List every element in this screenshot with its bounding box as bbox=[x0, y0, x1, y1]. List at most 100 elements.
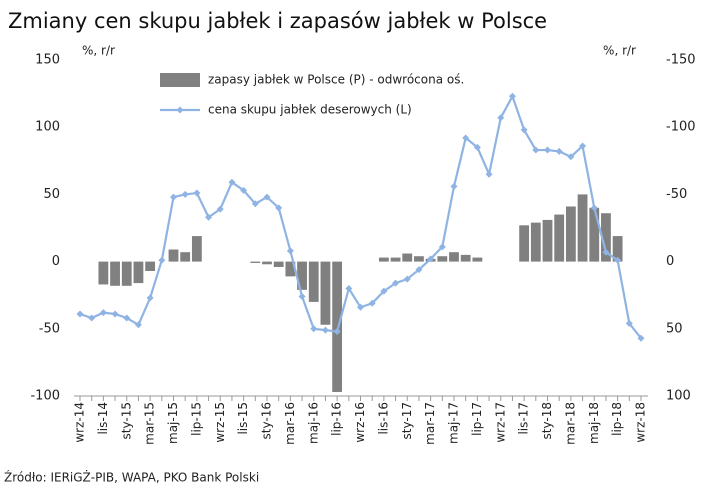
bar bbox=[285, 261, 296, 277]
marker bbox=[216, 205, 224, 213]
bar bbox=[191, 236, 202, 262]
marker bbox=[427, 255, 435, 263]
marker bbox=[567, 153, 575, 161]
bar bbox=[262, 261, 272, 265]
marker bbox=[380, 287, 388, 295]
marker bbox=[368, 299, 376, 307]
marker bbox=[532, 146, 540, 154]
bar bbox=[542, 219, 553, 262]
marker bbox=[485, 170, 493, 178]
x-tick-label: wrz-14 bbox=[73, 402, 87, 443]
marker bbox=[99, 309, 107, 317]
bar bbox=[378, 257, 389, 262]
y-axis-label: %, r/r bbox=[82, 44, 115, 58]
bar bbox=[145, 261, 156, 272]
bar bbox=[168, 249, 179, 262]
x-tick-label: mar-15 bbox=[143, 402, 157, 445]
marker bbox=[450, 182, 458, 190]
marker bbox=[473, 143, 481, 151]
marker bbox=[240, 186, 248, 194]
x-tick-label: mar-16 bbox=[283, 402, 297, 445]
marker bbox=[544, 146, 551, 154]
marker bbox=[392, 279, 400, 287]
x-tick-label: sty-15 bbox=[119, 402, 133, 439]
legend-label: cena skupu jabłek deserowych (L) bbox=[208, 103, 412, 117]
marker bbox=[205, 213, 213, 221]
y-tick-label: 50 bbox=[43, 187, 60, 202]
y-tick-label: 0 bbox=[52, 254, 60, 269]
legend-swatch bbox=[176, 106, 184, 114]
marker bbox=[637, 334, 645, 342]
x-tick-label: sty-16 bbox=[260, 402, 274, 439]
marker bbox=[321, 326, 329, 334]
marker bbox=[497, 114, 505, 122]
x-tick-label: lis-15 bbox=[236, 402, 250, 435]
marker bbox=[123, 314, 131, 322]
y2-tick-label: 50 bbox=[666, 321, 683, 336]
x-tick-label: lis-17 bbox=[517, 402, 531, 435]
x-tick-label: wrz-15 bbox=[213, 402, 227, 443]
marker bbox=[286, 247, 294, 255]
marker bbox=[193, 189, 201, 197]
x-tick-label: lip-15 bbox=[189, 402, 203, 436]
bar bbox=[414, 256, 424, 262]
x-tick-label: sty-18 bbox=[540, 402, 554, 439]
bar bbox=[589, 207, 600, 262]
x-tick-label: lis-16 bbox=[376, 402, 390, 435]
marker bbox=[88, 314, 96, 322]
x-tick-label: mar-17 bbox=[423, 402, 437, 445]
marker bbox=[614, 256, 622, 264]
bar bbox=[121, 261, 132, 286]
y-tick-label: 100 bbox=[35, 120, 60, 135]
legend-swatch bbox=[160, 73, 200, 87]
marker bbox=[251, 200, 259, 208]
x-tick-label: lis-14 bbox=[96, 402, 110, 435]
legend-label: zapasy jabłek w Polsce (P) - odwrócona o… bbox=[208, 73, 464, 87]
x-tick-label: maj-18 bbox=[587, 402, 601, 444]
y-tick-label: 150 bbox=[35, 53, 60, 68]
bar bbox=[180, 252, 191, 262]
bar bbox=[554, 214, 565, 262]
marker bbox=[508, 92, 516, 100]
bar bbox=[402, 253, 413, 262]
x-tick-label: wrz-18 bbox=[634, 402, 648, 443]
marker bbox=[333, 327, 341, 335]
marker bbox=[602, 248, 610, 256]
marker bbox=[345, 284, 353, 292]
x-tick-label: wrz-16 bbox=[353, 402, 367, 443]
bar bbox=[250, 261, 261, 263]
marker bbox=[263, 193, 271, 201]
bar bbox=[273, 261, 284, 267]
x-tick-label: maj-15 bbox=[166, 402, 180, 444]
marker bbox=[275, 204, 283, 212]
bar bbox=[332, 261, 343, 392]
y2-tick-label: -50 bbox=[666, 187, 687, 202]
bar bbox=[390, 257, 401, 262]
x-tick-label: lip-17 bbox=[470, 402, 484, 436]
bar bbox=[308, 261, 319, 302]
marker bbox=[625, 319, 633, 327]
y2-axis-label: %, r/r bbox=[603, 44, 636, 58]
x-tick-label: maj-16 bbox=[306, 402, 320, 444]
bar bbox=[133, 261, 144, 284]
y2-tick-label: -150 bbox=[666, 53, 696, 68]
marker bbox=[555, 147, 563, 155]
bar bbox=[98, 261, 109, 285]
bar bbox=[565, 206, 576, 262]
marker bbox=[357, 303, 364, 311]
source: Źródło: IERiGŻ-PIB, WAPA, PKO Bank Polsk… bbox=[4, 470, 259, 485]
bar bbox=[519, 225, 530, 262]
bar bbox=[449, 252, 459, 262]
marker bbox=[228, 178, 236, 186]
marker bbox=[520, 126, 528, 134]
y2-tick-label: -100 bbox=[666, 120, 696, 135]
bar bbox=[320, 261, 331, 325]
y2-tick-label: 0 bbox=[666, 254, 674, 269]
marker bbox=[298, 293, 306, 301]
bar bbox=[577, 194, 588, 262]
bar bbox=[437, 256, 448, 262]
y-tick-label: -100 bbox=[30, 389, 60, 404]
y2-tick-label: 100 bbox=[666, 389, 691, 404]
